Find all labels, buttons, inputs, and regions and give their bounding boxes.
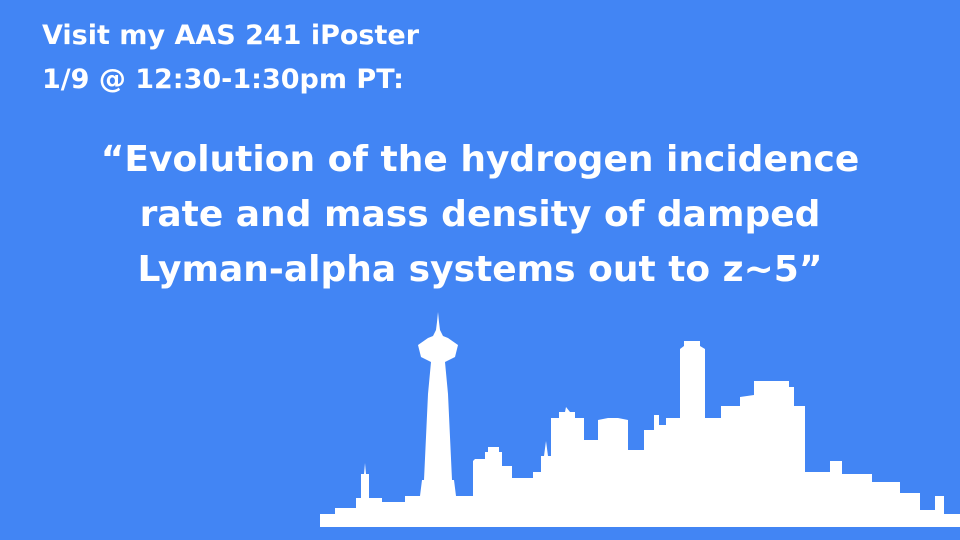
poster-title-line-3: Lyman-alpha systems out to z~5”: [137, 249, 823, 290]
visit-iposter-heading: Visit my AAS 241 iPoster: [42, 20, 420, 51]
session-time-heading: 1/9 @ 12:30-1:30pm PT:: [42, 64, 404, 95]
poster-title-line-2: rate and mass density of damped: [139, 194, 821, 235]
poster-title-line-1: “Evolution of the hydrogen incidence: [100, 139, 860, 180]
